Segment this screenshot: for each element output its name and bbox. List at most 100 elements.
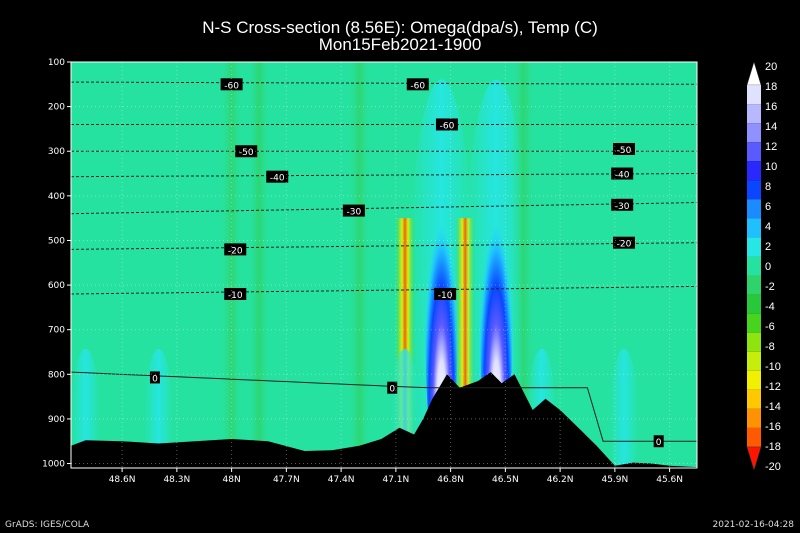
contour-label: 0	[656, 438, 662, 448]
colorbar-label: 8	[765, 181, 771, 193]
omega-column	[219, 62, 244, 468]
contour-label-box	[224, 243, 247, 256]
contour-label-box	[149, 371, 160, 384]
x-tick-label: 46.5N	[492, 475, 519, 485]
contour-label: -40	[615, 171, 630, 181]
contour-label-box	[434, 288, 457, 300]
footer-credit: GrADS: IGES/COLA	[5, 520, 90, 530]
colorbar-cell	[747, 256, 761, 276]
omega-column	[347, 62, 372, 468]
y-tick-label: 800	[48, 370, 65, 380]
colorbar-label: 10	[765, 161, 777, 173]
x-tick-label: 46.8N	[437, 475, 464, 485]
contour-label-box	[342, 204, 365, 217]
temperature-contour	[71, 371, 697, 442]
colorbar-label: 4	[765, 221, 771, 233]
colorbar-label: 16	[765, 101, 777, 113]
temperature-contour	[71, 202, 697, 215]
x-tick-label: 45.6N	[656, 475, 683, 485]
y-tick-label: 300	[48, 147, 65, 157]
contour-label-box	[387, 381, 398, 394]
colorbar-label: -10	[765, 361, 781, 373]
y-tick-label: 900	[48, 415, 65, 425]
terrain-silhouette	[71, 372, 697, 468]
x-tick-label: 48N	[223, 475, 241, 485]
colorbar-cell	[747, 218, 761, 238]
colorbar-cell	[747, 142, 761, 162]
colorbar-label: -8	[765, 341, 775, 353]
colorbar-cell	[747, 275, 761, 295]
colorbar-label: 2	[765, 241, 771, 253]
colorbar-label: -20	[765, 461, 781, 473]
y-tick-label: 400	[48, 192, 65, 202]
contour-label: -10	[228, 291, 243, 301]
contour-label-box	[266, 170, 289, 183]
temperature-contour	[71, 242, 697, 250]
colorbar-cell	[746, 446, 762, 471]
contour-label-box	[612, 143, 635, 155]
contour-label-box	[220, 78, 243, 91]
colorbar-label: 14	[765, 121, 777, 133]
contour-label-box	[611, 198, 634, 211]
temperature-contour	[71, 81, 697, 85]
colorbar-cell	[747, 104, 761, 124]
colorbar-label: -14	[765, 401, 781, 413]
colorbar-cell	[747, 294, 761, 314]
colorbar-label: -4	[765, 301, 775, 313]
contour-label-box	[235, 145, 258, 158]
contour-label: -30	[347, 208, 362, 218]
x-tick-label: 47.4N	[328, 475, 355, 485]
plot-frame	[70, 61, 698, 469]
y-tick-label: 100	[48, 58, 65, 68]
contour-label: -60	[410, 81, 425, 91]
colorbar-cell	[747, 180, 761, 200]
colorbar-cell	[747, 123, 761, 143]
colorbar-cell	[746, 61, 762, 86]
colorbar-cell	[747, 199, 761, 219]
colorbar-cell	[747, 237, 761, 257]
omega-column	[511, 62, 536, 468]
colorbar-label: 20	[765, 61, 777, 73]
colorbar-cell	[747, 427, 761, 447]
contour-label-box	[406, 78, 429, 91]
temperature-contour	[71, 285, 697, 295]
contour-label: -30	[615, 202, 630, 212]
y-tick-label: 200	[48, 103, 65, 113]
colorbar-label: -16	[765, 421, 781, 433]
y-tick-label: 500	[48, 236, 65, 246]
x-tick-label: 45.9N	[601, 475, 628, 485]
contour-label: -60	[440, 121, 455, 131]
colorbar-label: -6	[765, 321, 775, 333]
colorbar-label: -12	[765, 381, 781, 393]
contour-label: 0	[389, 385, 395, 395]
colorbar-label: 18	[765, 81, 777, 93]
colorbar-label: -2	[765, 281, 775, 293]
chart-subtitle: Mon15Feb2021-1900	[318, 35, 482, 54]
contour-label-box	[653, 435, 664, 448]
contour-label-box	[611, 167, 634, 180]
contour-label: -20	[228, 246, 243, 256]
contour-label: -20	[617, 240, 632, 250]
x-tick-label: 48.3N	[163, 475, 190, 485]
contour-label: -60	[224, 81, 239, 91]
omega-column	[246, 62, 271, 468]
colorbar-cell	[747, 408, 761, 428]
y-tick-label: 600	[48, 281, 65, 291]
plot-background	[71, 62, 697, 468]
colorbar-cell	[747, 313, 761, 333]
colorbar-cell	[747, 389, 761, 409]
x-tick-label: 48.6N	[109, 475, 136, 485]
colorbar-label: 0	[765, 261, 771, 273]
contour-label-box	[224, 288, 247, 300]
colorbar-label: 6	[765, 201, 771, 213]
contour-label: 0	[152, 374, 158, 384]
footer-timestamp: 2021-02-16-04:28	[712, 520, 795, 530]
colorbar-label: 12	[765, 141, 777, 153]
x-tick-label: 47.7N	[273, 475, 300, 485]
colorbar-cell	[747, 370, 761, 390]
colorbar-label: -18	[765, 441, 781, 453]
omega-lowlevel	[71, 348, 100, 468]
contour-label: -40	[270, 174, 285, 184]
contour-label: -10	[438, 291, 453, 301]
colorbar-cell	[747, 85, 761, 105]
